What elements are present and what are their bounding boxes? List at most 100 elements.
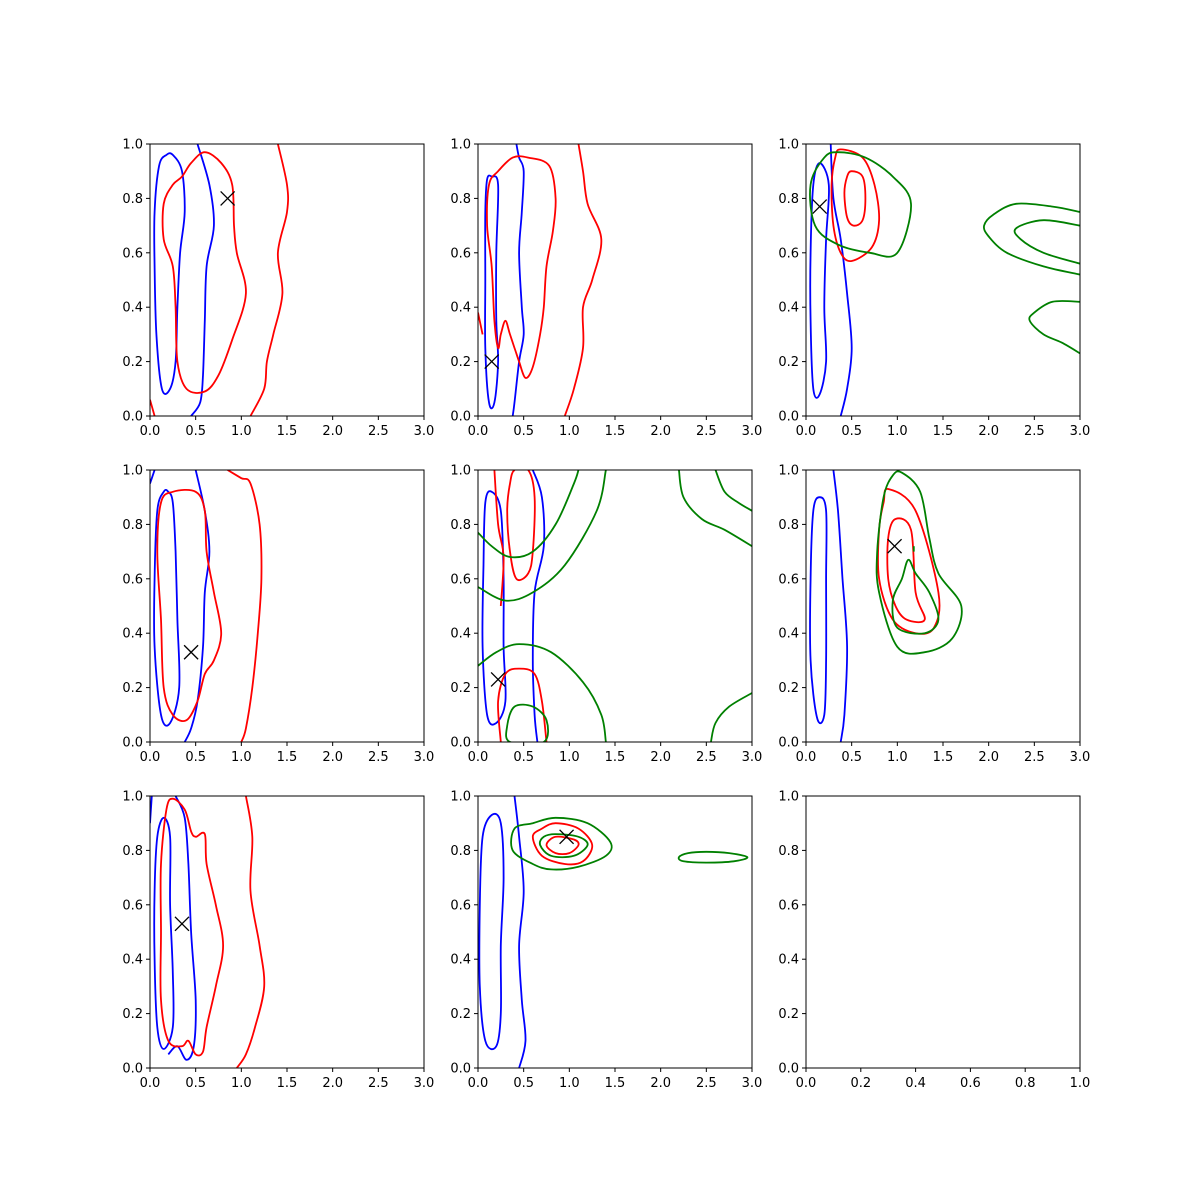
x-tick-label: 1.5 [933,750,954,765]
y-tick-label: 0.4 [450,301,471,316]
contour-line [809,162,830,399]
y-tick-label: 0.2 [122,1007,143,1022]
contour-line [153,488,181,727]
y-tick-label: 0.8 [778,844,799,859]
x-tick-label: 0.8 [1015,1076,1036,1091]
y-tick-label: 0.0 [122,1062,143,1077]
subplot-5: 0.0 0.5 1.0 1.5 2.0 2.5 3.0 0.0 0.2 0.4 0.6 0.8 1.0 [450,464,762,766]
y-tick-label: 0.6 [450,572,471,587]
y-tick-label: 0.0 [122,736,143,751]
x-tick-label: 1.5 [277,1076,298,1091]
contour-line [249,144,290,416]
x-tick-label: 1.0 [887,424,908,439]
contour-line [161,151,247,394]
contour-group [150,144,290,416]
contour-line [478,470,580,559]
y-tick-label: 0.0 [778,1062,799,1077]
contour-line [531,822,594,866]
subplot-6: 0.0 0.5 1.0 1.5 2.0 2.5 3.0 0.0 0.2 0.4 0.6 0.8 1.0 [778,464,1090,766]
x-tick-label: 2.5 [696,1076,717,1091]
x-tick-label: 1.5 [605,424,626,439]
y-tick-label: 0.2 [778,1007,799,1022]
subplot-9: 0.0 0.2 0.4 0.6 0.8 1.0 0.0 0.2 0.4 0.6 0.8 1.0 [778,790,1090,1092]
x-tick-label: 2.0 [650,424,671,439]
contour-line [531,470,546,742]
y-tick-label: 0.6 [778,898,799,913]
contour-group [478,144,603,416]
y-tick-label: 0.2 [122,355,143,370]
y-tick-label: 0.4 [778,301,799,316]
y-tick-label: 1.0 [122,790,143,805]
x-marker [183,644,199,660]
x-tick-label: 2.0 [978,750,999,765]
contour-line [156,488,223,722]
axes-frame [805,795,1081,1069]
x-tick-label: 1.0 [559,1076,580,1091]
x-tick-label: 2.5 [368,1076,389,1091]
contour-line [538,833,589,859]
x-marker [887,538,903,554]
contour-line [875,470,963,655]
y-tick-label: 0.4 [450,627,471,642]
contour-line [190,144,215,416]
contour-line [830,148,881,263]
y-tick-label: 0.6 [778,572,799,587]
contour-line [153,152,186,395]
y-tick-label: 0.6 [122,572,143,587]
y-tick-label: 0.8 [450,192,471,207]
subplot-2: 0.0 0.5 1.0 1.5 2.0 2.5 3.0 0.0 0.2 0.4 0.6 0.8 1.0 [450,138,762,440]
y-tick-label: 0.0 [778,410,799,425]
contour-line [832,470,849,742]
x-tick-label: 3.0 [1070,424,1091,439]
x-tick-label: 0.5 [185,424,206,439]
x-tick-label: 3.0 [742,424,763,439]
x-tick-label: 2.5 [696,750,717,765]
x-tick-label: 2.0 [322,424,343,439]
y-tick-label: 1.0 [122,464,143,479]
x-tick-label: 2.0 [322,1076,343,1091]
y-tick-label: 0.8 [122,518,143,533]
y-tick-label: 0.8 [122,844,143,859]
y-tick-label: 1.0 [450,464,471,479]
contour-line [1028,300,1080,355]
x-tick-label: 2.0 [650,1076,671,1091]
x-tick-label: 0.5 [513,424,534,439]
y-tick-label: 0.6 [778,246,799,261]
contour-line [677,850,749,864]
y-tick-label: 0.2 [778,355,799,370]
x-tick-label: 0.5 [185,750,206,765]
x-tick-label: 2.5 [1024,424,1045,439]
contour-line [506,470,536,581]
y-tick-label: 0.4 [122,301,143,316]
y-tick-label: 0.0 [450,1062,471,1077]
x-tick-label: 0.0 [468,1076,489,1091]
contour-line [493,470,505,607]
x-tick-label: 0.0 [140,750,161,765]
subplot-8: 0.0 0.5 1.0 1.5 2.0 2.5 3.0 0.0 0.2 0.4 0.6 0.8 1.0 [450,790,762,1092]
x-marker [174,916,190,932]
y-tick-label: 1.0 [778,464,799,479]
contour-group [150,470,263,742]
contour-line [513,796,527,1068]
contour-line [829,144,853,416]
y-tick-label: 0.6 [122,246,143,261]
subplot-1: 0.0 0.5 1.0 1.5 2.0 2.5 3.0 0.0 0.2 0.4 0.6 0.8 1.0 [122,138,434,440]
x-marker [559,829,575,845]
contour-line [227,470,263,742]
contour-line [159,797,224,1057]
contour-line [510,816,613,871]
x-marker [490,671,506,687]
contour-group [150,796,266,1068]
y-tick-label: 0.0 [450,736,471,751]
x-tick-label: 0.6 [960,1076,981,1091]
y-tick-label: 0.4 [778,627,799,642]
x-tick-label: 0.2 [850,1076,871,1091]
x-tick-label: 2.0 [978,424,999,439]
contour-line [843,170,867,227]
x-tick-label: 1.5 [605,1076,626,1091]
contour-group [478,796,749,1068]
x-tick-label: 1.0 [559,750,580,765]
y-tick-label: 0.6 [450,246,471,261]
y-tick-label: 0.6 [122,898,143,913]
